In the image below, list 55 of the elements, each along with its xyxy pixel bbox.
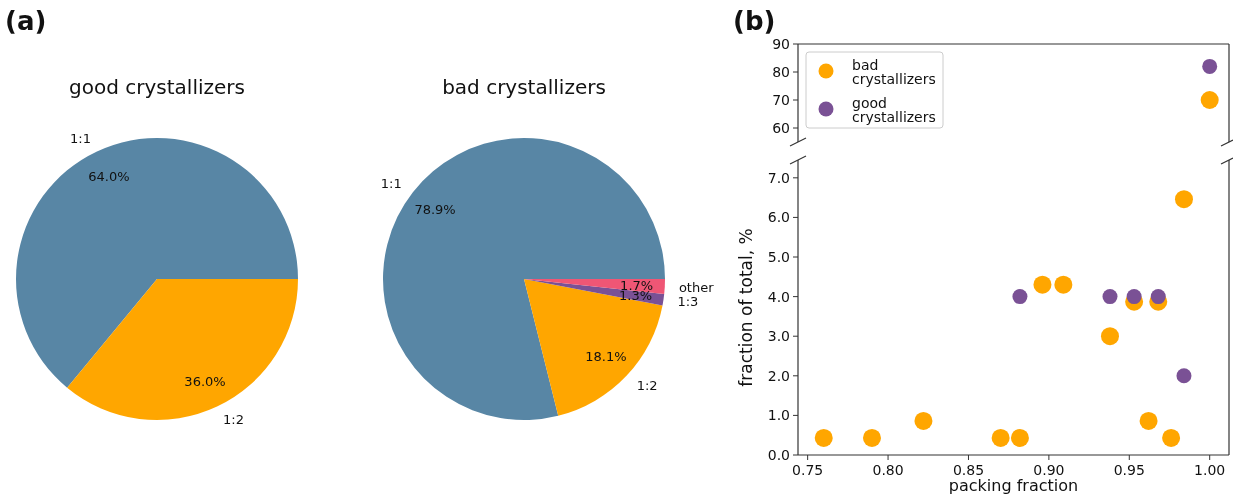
point bbox=[1139, 411, 1158, 430]
x-tick-label: 0.95 bbox=[1113, 462, 1145, 478]
slice-label: 1:3 bbox=[677, 294, 699, 310]
y-tick-label: 70 bbox=[772, 92, 790, 108]
data-label: 64.0% bbox=[88, 169, 130, 185]
point bbox=[862, 428, 881, 447]
slice-label: 1:1 bbox=[380, 176, 402, 192]
slice-label: 1:2 bbox=[636, 378, 658, 394]
point bbox=[1012, 289, 1028, 305]
y-tick-label: 90 bbox=[772, 36, 790, 52]
text: (b) bbox=[733, 6, 776, 36]
x-tick-label: 0.80 bbox=[872, 462, 904, 478]
y-tick-label: 4.0 bbox=[767, 288, 790, 305]
point bbox=[1176, 368, 1192, 384]
point bbox=[914, 411, 933, 430]
y-tick-label: 3.0 bbox=[767, 328, 790, 345]
point bbox=[1126, 289, 1142, 305]
y-tick-label: 0.0 bbox=[767, 447, 790, 463]
y-tick-label: 60 bbox=[772, 120, 790, 136]
legend-label: good crystallizers bbox=[852, 95, 936, 125]
point bbox=[1100, 327, 1119, 346]
text: (a) bbox=[5, 6, 47, 36]
point bbox=[1033, 275, 1052, 294]
y-tick-label: 2.0 bbox=[767, 367, 790, 384]
y-tick-label: 80 bbox=[772, 64, 790, 80]
point bbox=[814, 428, 833, 447]
data-label: 1.3% bbox=[619, 288, 653, 304]
pie-slice bbox=[524, 279, 663, 416]
legend-label: bad crystallizers bbox=[852, 57, 936, 87]
point bbox=[1010, 428, 1029, 447]
y-tick-label: 1.0 bbox=[767, 407, 790, 424]
point bbox=[1054, 275, 1073, 294]
chart-title: bad crystallizers bbox=[442, 75, 606, 99]
pie-slice bbox=[383, 138, 665, 420]
y-tick-label: 6.0 bbox=[767, 209, 790, 226]
x-tick-label: 0.75 bbox=[792, 462, 824, 478]
x-tick-label: 0.90 bbox=[1033, 462, 1065, 478]
y-tick-label: 7.0 bbox=[767, 169, 790, 186]
point bbox=[1162, 428, 1181, 447]
slice-label: 1:2 bbox=[223, 411, 244, 427]
y-axis-title: fraction of total, % bbox=[736, 228, 756, 387]
point bbox=[1102, 289, 1118, 305]
slice-label: other bbox=[678, 279, 715, 295]
data-label: 78.9% bbox=[414, 202, 456, 218]
data-label: 36.0% bbox=[184, 373, 226, 389]
data-label: 18.1% bbox=[585, 348, 627, 364]
point bbox=[1174, 190, 1193, 209]
x-axis-title: packing fraction bbox=[948, 476, 1079, 495]
slice-label: 1:1 bbox=[70, 131, 91, 147]
y-tick-label: 5.0 bbox=[767, 249, 790, 266]
chart-title: good crystallizers bbox=[69, 75, 245, 99]
x-tick-label: 0.85 bbox=[952, 462, 985, 478]
point bbox=[1150, 289, 1166, 305]
x-tick-label: 1.00 bbox=[1194, 462, 1226, 478]
point bbox=[991, 428, 1010, 447]
